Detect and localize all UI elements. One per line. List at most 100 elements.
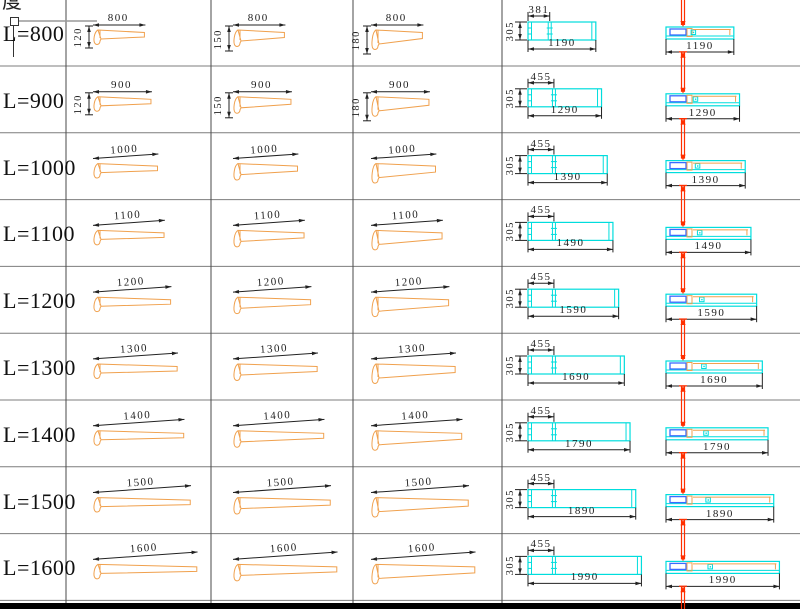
header-leader — [13, 20, 97, 57]
beam-length-dim — [93, 90, 152, 94]
beam-height-dim — [225, 92, 233, 119]
plan-dims — [515, 279, 620, 320]
plan-dims — [515, 479, 637, 520]
beam-height-dim — [363, 92, 371, 122]
side-view-drawing — [665, 494, 775, 508]
beam-length-dim — [370, 484, 470, 494]
viewport-bottom-edge — [0, 603, 800, 609]
beam-length-dim — [92, 218, 165, 227]
beam-length-dim — [370, 218, 443, 227]
side-dims — [665, 105, 741, 122]
beam-side-view — [93, 563, 198, 580]
beam-side-view — [233, 563, 338, 582]
plan-view-drawing — [527, 88, 603, 108]
side-view-drawing — [665, 226, 752, 240]
beam-length-dim — [370, 285, 450, 294]
plan-view-drawing — [527, 422, 631, 442]
side-view-drawing — [665, 360, 763, 374]
side-dims — [665, 373, 763, 389]
plan-view-drawing — [527, 555, 643, 576]
beam-length-dim — [371, 23, 424, 27]
beam-side-view — [93, 96, 152, 112]
beam-length-dim — [370, 351, 456, 361]
beam-side-view — [371, 163, 436, 184]
beam-side-view — [233, 96, 292, 114]
beam-length-dim — [92, 152, 159, 160]
plan-view-drawing — [527, 21, 597, 41]
side-dims — [665, 172, 746, 189]
beam-length-dim — [370, 152, 437, 160]
beam-side-view — [233, 229, 305, 248]
beam-side-view — [233, 363, 318, 381]
beam-length-dim — [370, 550, 476, 561]
plan-dims — [515, 546, 642, 587]
beam-length-dim — [92, 351, 178, 361]
beam-length-dim — [371, 90, 430, 94]
plan-dims — [515, 412, 631, 453]
side-dims — [665, 39, 735, 55]
beam-side-view — [93, 229, 165, 246]
beam-length-dim — [370, 417, 463, 428]
beam-side-view — [233, 29, 285, 47]
beam-side-view — [233, 430, 325, 448]
beam-length-dim — [232, 550, 338, 561]
plan-view-drawing — [527, 288, 620, 308]
beam-length-dim — [92, 417, 185, 428]
beam-side-view — [371, 497, 469, 518]
beam-side-view — [371, 96, 430, 117]
beam-side-view — [371, 229, 443, 251]
grip-point[interactable] — [10, 17, 19, 26]
beam-length-dim — [92, 550, 198, 561]
beam-side-view — [371, 296, 450, 318]
beam-side-view — [371, 363, 456, 384]
beam-side-view — [371, 563, 476, 585]
side-dims — [665, 239, 752, 256]
beam-length-dim — [233, 90, 292, 94]
beam-side-view — [93, 497, 191, 513]
plan-dims — [515, 145, 608, 186]
side-dims — [665, 306, 758, 323]
plan-view-drawing — [527, 221, 614, 241]
beam-side-view — [233, 497, 331, 515]
side-view-drawing — [665, 26, 735, 40]
beam-side-view — [233, 296, 312, 315]
beam-height-dim — [85, 25, 93, 49]
beam-side-view — [233, 163, 298, 181]
beam-height-dim — [363, 25, 371, 55]
side-view-drawing — [665, 293, 758, 307]
red-connector-lines — [679, 0, 687, 609]
plan-dims — [515, 212, 614, 253]
side-view-drawing — [665, 427, 769, 441]
beam-side-view — [371, 430, 463, 451]
side-view-drawing — [665, 160, 746, 174]
plan-view-drawing — [527, 489, 637, 509]
beam-length-dim — [93, 23, 146, 27]
beam-length-dim — [92, 484, 192, 494]
beam-length-dim — [232, 218, 305, 227]
beam-side-view — [93, 430, 185, 446]
side-view-drawing — [665, 93, 741, 107]
beam-length-dim — [232, 484, 332, 494]
beam-length-dim — [232, 417, 325, 428]
beam-side-view — [93, 296, 172, 313]
beam-height-dim — [85, 92, 93, 116]
beam-length-dim — [232, 152, 299, 160]
plan-dims — [515, 12, 597, 52]
header-text-fragment: 度 — [2, 0, 22, 13]
beam-length-dim — [92, 285, 172, 294]
plan-view-drawing — [527, 355, 625, 375]
side-view-drawing — [665, 560, 781, 575]
beam-side-view — [93, 29, 145, 45]
plan-dims — [515, 346, 625, 386]
plan-view-drawing — [527, 155, 608, 175]
beam-height-dim — [225, 25, 233, 52]
beam-length-dim — [233, 23, 286, 27]
beam-length-dim — [232, 285, 312, 294]
side-dims — [665, 506, 775, 523]
beam-side-view — [93, 163, 158, 179]
beam-side-view — [371, 29, 423, 50]
beam-side-view — [93, 363, 178, 379]
